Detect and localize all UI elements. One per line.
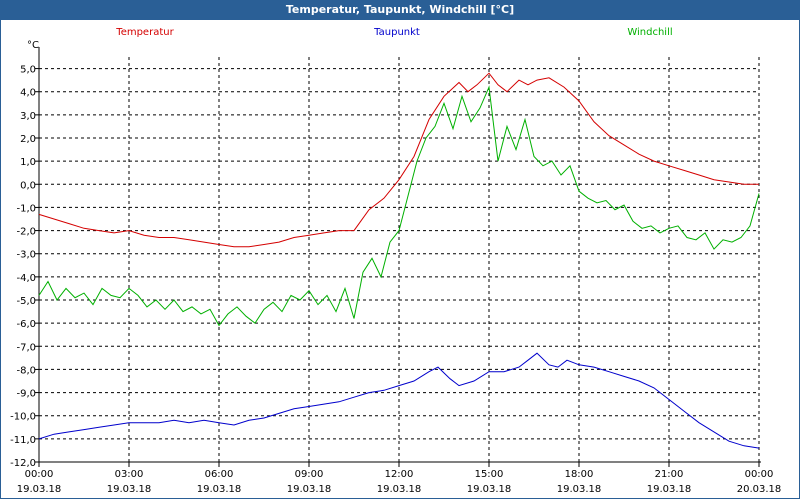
axes <box>35 47 761 467</box>
window-title: Temperatur, Taupunkt, Windchill [°C] <box>0 0 800 20</box>
series-line-windchill <box>38 85 760 327</box>
legend-windchill: Windchill <box>627 27 672 38</box>
y-axis-tick-labels: 5,0 4,0 3,0 2,0 1,0 0,0 -1,0 -2,0 -3,0 -4,0 -5,0 -6… <box>10 65 36 469</box>
series-line-taupunkt <box>38 352 760 449</box>
y-axis-unit: °C <box>27 40 39 51</box>
y-tick-label: -6,0 <box>16 319 36 330</box>
x-tick-time-label: 18:00 <box>565 469 594 480</box>
x-tick-date-label: 19.03.18 <box>377 484 422 495</box>
x-tick-date-label: 19.03.18 <box>287 484 332 495</box>
y-tick-label: -3,0 <box>16 250 36 261</box>
legend: Temperatur Taupunkt Windchill <box>115 27 672 38</box>
x-tick-date-label: 19.03.18 <box>647 484 692 495</box>
x-tick-time-label: 12:00 <box>385 469 414 480</box>
y-tick-label: -5,0 <box>16 296 36 307</box>
x-tick-date-label: 19.03.18 <box>557 484 602 495</box>
y-tick-label: 3,0 <box>20 111 36 122</box>
legend-taupunkt: Taupunkt <box>373 27 420 38</box>
y-tick-label: -2,0 <box>16 227 36 238</box>
x-tick-date-label: 20.03.18 <box>737 484 782 495</box>
x-axis-tick-labels: 00:00 19.03.18 03:00 19.03.18 06:00 19.03.18 0… <box>17 469 782 495</box>
x-tick-time-label: 00:00 <box>745 469 774 480</box>
x-tick-date-label: 19.03.18 <box>17 484 62 495</box>
y-tick-label: -10,0 <box>10 412 36 423</box>
x-tick-date-label: 19.03.18 <box>467 484 512 495</box>
y-tick-label: -1,0 <box>16 203 36 214</box>
legend-temperatur: Temperatur <box>115 27 174 38</box>
x-tick-date-label: 19.03.18 <box>107 484 152 495</box>
x-tick-time-label: 15:00 <box>475 469 504 480</box>
y-tick-label: 1,0 <box>20 157 36 168</box>
grid-lines <box>38 57 760 463</box>
y-tick-label: -8,0 <box>16 365 36 376</box>
y-tick-label: -12,0 <box>10 458 36 469</box>
y-tick-label: 0,0 <box>20 180 36 191</box>
y-tick-label: 2,0 <box>20 134 36 145</box>
x-tick-time-label: 09:00 <box>295 469 324 480</box>
x-tick-time-label: 00:00 <box>25 469 54 480</box>
y-tick-label: -7,0 <box>16 342 36 353</box>
series-line-temperatur <box>38 72 759 248</box>
y-tick-label: 4,0 <box>20 88 36 99</box>
series-lines <box>38 72 760 449</box>
y-tick-label: -11,0 <box>10 435 36 446</box>
x-tick-time-label: 03:00 <box>115 469 144 480</box>
x-tick-date-label: 19.03.18 <box>197 484 242 495</box>
x-tick-time-label: 21:00 <box>655 469 684 480</box>
y-tick-label: -4,0 <box>16 273 36 284</box>
y-tick-label: 5,0 <box>20 65 36 76</box>
line-chart: 5,0 4,0 3,0 2,0 1,0 0,0 -1,0 -2,0 -3,0 -4,0 -5,0 -6… <box>10 27 782 495</box>
x-tick-time-label: 06:00 <box>205 469 234 480</box>
y-tick-label: -9,0 <box>16 389 36 400</box>
